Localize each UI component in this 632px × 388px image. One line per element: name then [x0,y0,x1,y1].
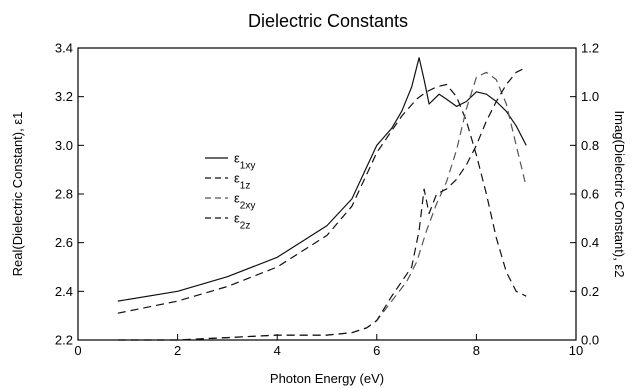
y-left-tick-label: 3.0 [55,138,73,153]
y-right-tick-label: 0.8 [581,138,599,153]
y-right-axis-label: Imag(Dielectric Constant), ε2 [612,111,627,278]
chart-title: Dielectric Constants [248,11,408,31]
y-right-tick-label: 1.0 [581,89,599,104]
x-tick-label: 10 [569,343,583,358]
legend-label: ε1xy [234,151,255,172]
y-left-tick-label: 2.2 [55,333,73,348]
y-left-tick-label: 2.6 [55,235,73,250]
y-right-axis-ticks: 0.0 0.2 0.4 0.6 0.8 1.0 1.2 [570,41,599,348]
y-right-tick-label: 0.6 [581,187,599,202]
x-tick-label: 4 [274,343,281,358]
y-right-tick-label: 0.0 [581,333,599,348]
legend-label: ε2xy [234,191,255,212]
legend-label: ε2z [234,211,250,232]
series-line-2 [117,71,527,341]
x-tick-label: 0 [74,343,81,358]
y-left-tick-label: 2.4 [55,284,73,299]
x-tick-label: 8 [473,343,480,358]
y-left-axis-label: Real(Dielectric Constant), ε1 [10,112,25,277]
series-line-3 [117,66,527,341]
series-line-1 [117,83,527,314]
x-tick-label: 6 [373,343,380,358]
y-left-tick-label: 3.2 [55,89,73,104]
y-right-tick-label: 1.2 [581,41,599,56]
y-right-tick-label: 0.4 [581,235,599,250]
series-line-0 [117,57,527,302]
y-right-tick-label: 0.2 [581,284,599,299]
x-tick-label: 2 [174,343,181,358]
legend-label: ε1z [234,171,250,192]
y-left-tick-label: 2.8 [55,187,73,202]
x-axis-ticks: 0 2 4 6 8 10 [74,334,583,358]
y-left-axis-ticks: 2.2 2.4 2.6 2.8 3.0 3.2 3.4 [55,41,84,348]
series-layer [117,57,527,341]
y-left-tick-label: 3.4 [55,41,73,56]
x-axis-label: Photon Energy (eV) [270,371,384,386]
